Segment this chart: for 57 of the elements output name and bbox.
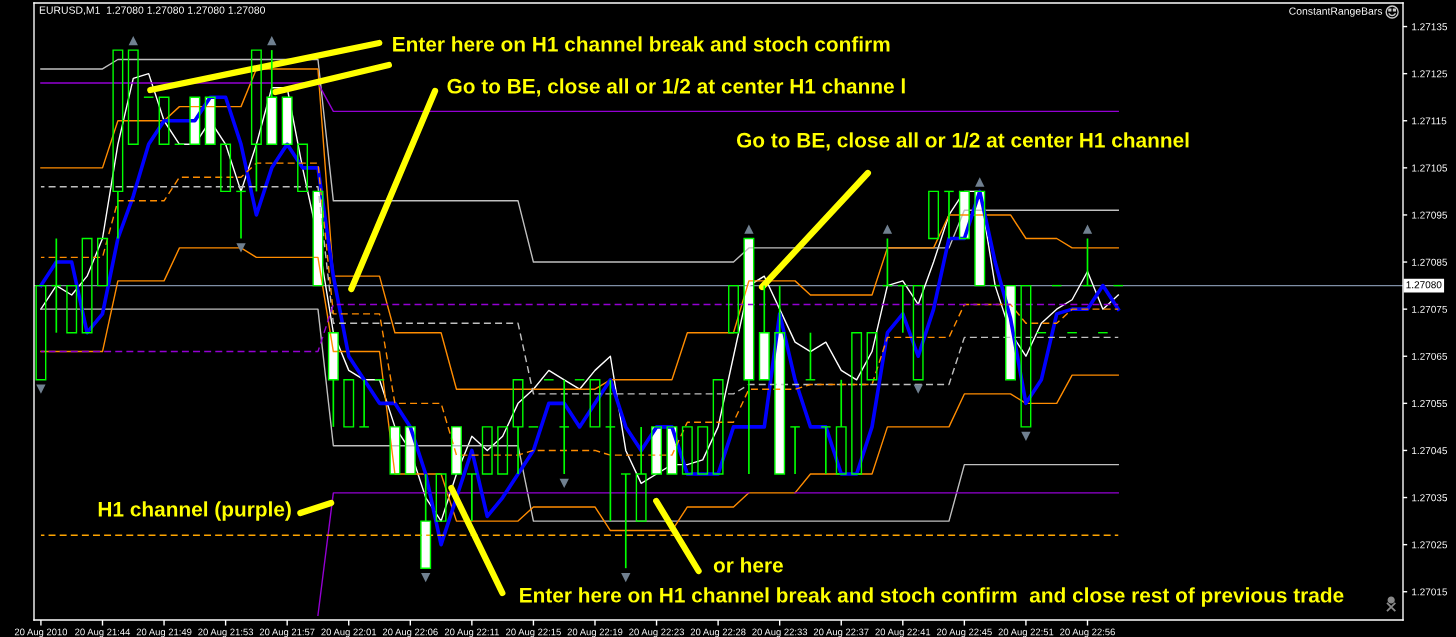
- x-tick-label: 20 Aug 22:45: [937, 628, 992, 637]
- line-series: [40, 162, 1119, 456]
- x-tick-label: 20 Aug 21:53: [198, 628, 254, 637]
- annotation: Enter here on H1 channel break and stoch confirm: [393, 36, 890, 52]
- point: [128, 36, 138, 46]
- text: ConstantRangeBars: [1289, 7, 1383, 17]
- x-tick-label: 20 Aug 22:33: [752, 628, 808, 637]
- point: [621, 572, 631, 583]
- point: [267, 36, 277, 46]
- point: [36, 384, 46, 394]
- y-tick-label: 1.27075: [1412, 305, 1448, 313]
- y-tick-label: 1.27035: [1412, 494, 1448, 502]
- y-tick-label: 1.27125: [1412, 70, 1448, 78]
- y-tick-label: 1.27015: [1412, 588, 1448, 596]
- y-tick-label: 1.27055: [1412, 399, 1448, 408]
- point: [975, 177, 985, 187]
- y-tick-label: 1.27105: [1412, 164, 1448, 172]
- x-tick-label: 20 Aug 21:57: [259, 628, 315, 637]
- candlestick: [604, 378, 616, 522]
- annotation: Go to BE, close all or 1/2 at center H1 channel: [736, 132, 1189, 151]
- x-tick-label: 20 Aug 22:15: [506, 628, 561, 637]
- x-tick-label: 20 Aug 22:06: [382, 628, 438, 637]
- x-tick-label: 20 Aug 21:44: [75, 628, 131, 637]
- annotation: H1 channel (purple): [98, 501, 291, 521]
- x-tick-label: 20 Aug 22:41: [875, 628, 931, 637]
- point: [559, 478, 569, 489]
- y-tick-label: 1.27115: [1412, 117, 1447, 125]
- x-tick-label: 20 Aug 22:37: [813, 628, 869, 637]
- annotation: Enter here on H1 channel break and stoch confirm and close rest of previous trade: [520, 587, 1344, 607]
- y-tick-label: 1.27095: [1412, 211, 1448, 219]
- x-tick-label: 20 Aug 22:56: [1060, 628, 1115, 637]
- y-tick-label: 1.27135: [1412, 23, 1448, 31]
- x-tick-label: 20 Aug 22:19: [567, 628, 623, 637]
- point: [421, 572, 431, 583]
- x-tick-label: 20 Aug 22:23: [629, 628, 684, 637]
- y-tick-label: 1.27085: [1412, 258, 1448, 266]
- x-tick-label: 20 Aug 22:51: [998, 628, 1054, 637]
- x-tick-label: 20 Aug 2010: [14, 628, 68, 637]
- y-tick-label: 1.27025: [1412, 541, 1448, 549]
- annotation: or here: [713, 557, 783, 573]
- x-tick-label: 20 Aug 22:28: [690, 628, 746, 637]
- candlestick: [558, 378, 570, 475]
- point: [882, 224, 893, 234]
- y-tick-label: 1.27065: [1412, 352, 1448, 360]
- x-tick-label: 20 Aug 22:11: [444, 628, 499, 637]
- x-tick-label: 20 Aug 21:49: [136, 628, 192, 637]
- ref-line-label: 1.27080: [1406, 281, 1442, 289]
- x-tick-label: 20 Aug 22:01: [321, 628, 377, 637]
- chart-title: EURUSD,M1 1.27080 1.27080 1.27080 1.27080: [39, 6, 266, 16]
- line-series: [40, 308, 1119, 522]
- point: [1021, 431, 1031, 441]
- point: [744, 224, 754, 234]
- y-tick-label: 1.27045: [1412, 447, 1448, 455]
- point: [1082, 224, 1093, 234]
- point: [236, 243, 246, 253]
- annotation: Go to BE, close all or 1/2 at center H1 channe l: [447, 78, 905, 97]
- line-series: [40, 185, 1119, 395]
